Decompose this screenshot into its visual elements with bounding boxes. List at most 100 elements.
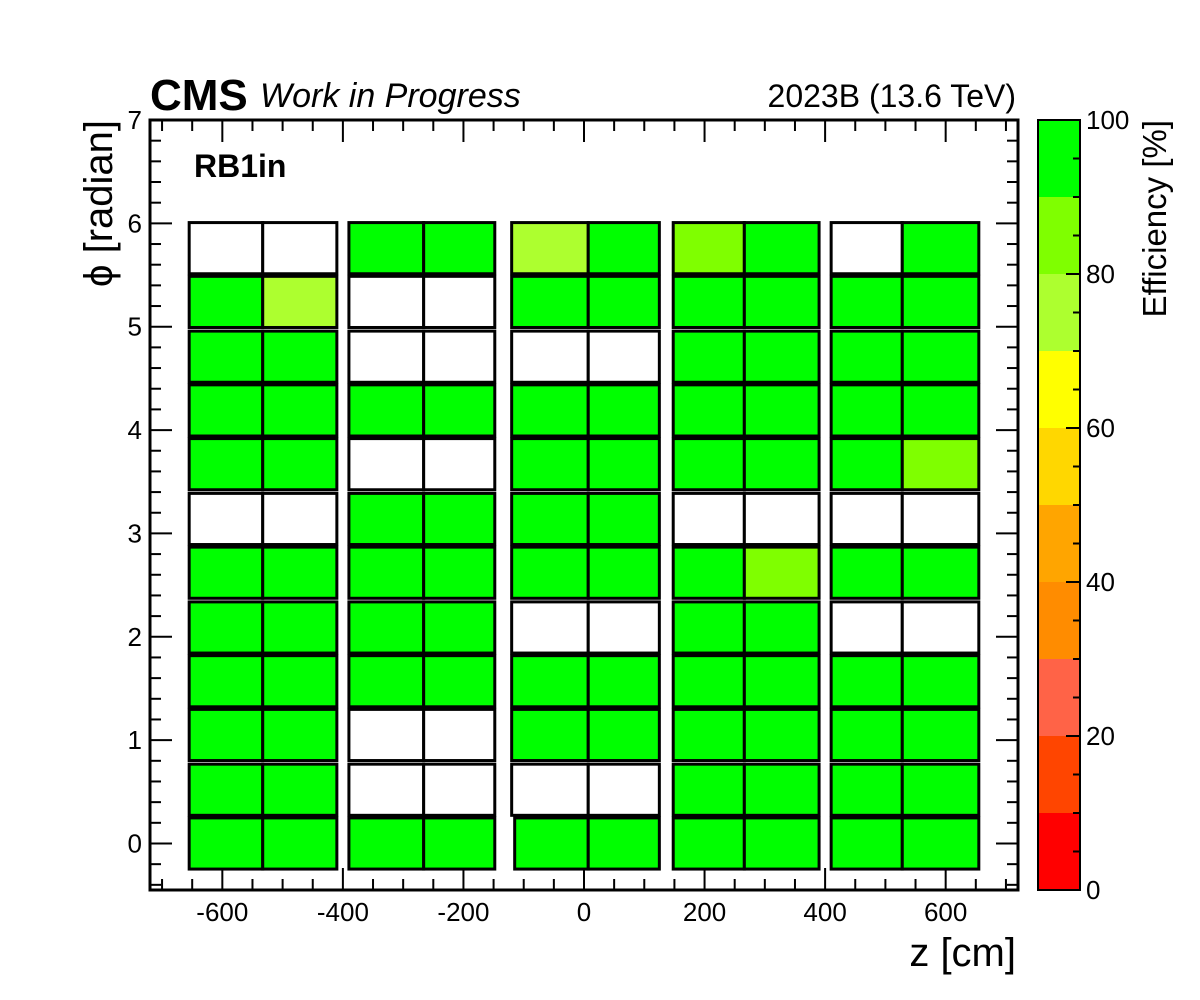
heatmap-cell	[900, 816, 981, 871]
heatmap-cell	[829, 437, 904, 492]
heatmap-cell	[261, 329, 339, 384]
heatmap-cell	[586, 491, 661, 547]
heatmap-cell	[422, 816, 497, 871]
heatmap-cell	[586, 329, 661, 384]
y-tick-label: 0	[128, 828, 142, 858]
heatmap-cell	[422, 762, 497, 817]
heatmap-cell	[586, 383, 661, 438]
heatmap-cell	[900, 491, 981, 547]
heatmap-cell	[586, 437, 661, 492]
z-tick-label: 100	[1086, 105, 1129, 135]
heatmap-cell	[586, 221, 661, 276]
heatmap-cell	[347, 274, 426, 329]
heatmap-cell	[510, 654, 590, 709]
heatmap-cell	[586, 600, 661, 655]
status-label: Work in Progress	[260, 77, 521, 115]
heatmap-cell	[347, 762, 426, 817]
heatmap-cell	[422, 707, 497, 763]
heatmap-cell	[510, 437, 590, 492]
heatmap-cell	[422, 600, 497, 655]
heatmap-cell	[347, 816, 426, 871]
y-tick-label: 7	[128, 105, 142, 135]
y-tick-label: 3	[128, 518, 142, 548]
heatmap-cell	[347, 600, 426, 655]
heatmap-cell	[187, 762, 265, 817]
heatmap-cell	[422, 654, 497, 709]
heatmap-cell	[671, 762, 746, 817]
heatmap-cell	[261, 707, 339, 763]
heatmap-cell	[671, 221, 746, 276]
heatmap-cell	[510, 545, 590, 600]
heatmap-cell	[829, 221, 904, 276]
heatmap-cell	[829, 762, 904, 817]
heatmap-cell	[347, 654, 426, 709]
heatmap-cell	[586, 707, 661, 763]
heatmap-cells	[187, 221, 981, 871]
heatmap-cell	[742, 762, 821, 817]
heatmap-cell	[261, 437, 339, 492]
x-axis-label: z [cm]	[909, 931, 1016, 975]
y-tick-label: 1	[128, 725, 142, 755]
heatmap-cell	[187, 600, 265, 655]
heatmap-cell	[261, 545, 339, 600]
heatmap-cell	[261, 274, 339, 329]
heatmap-cell	[829, 816, 904, 871]
heatmap-cell	[347, 491, 426, 547]
experiment-label: CMS	[150, 71, 248, 120]
heatmap-cell	[900, 600, 981, 655]
z-tick-label: 0	[1086, 875, 1100, 905]
run-info-label: 2023B (13.6 TeV)	[768, 78, 1016, 114]
z-tick-label: 20	[1086, 721, 1115, 751]
heatmap-cell	[586, 762, 661, 817]
heatmap-cell	[586, 654, 661, 709]
x-tick-label: 0	[577, 897, 591, 927]
heatmap-cell	[829, 383, 904, 438]
heatmap-cell	[742, 816, 821, 871]
heatmap-cell	[671, 600, 746, 655]
heatmap-cell	[586, 816, 661, 871]
heatmap-cell	[900, 654, 981, 709]
heatmap-cell	[900, 329, 981, 384]
station-label: RB1in	[194, 148, 286, 184]
x-tick-label: -400	[317, 897, 369, 927]
heatmap-cell	[187, 383, 265, 438]
heatmap-cell	[671, 329, 746, 384]
heatmap-cell	[510, 762, 590, 817]
heatmap-cell	[187, 437, 265, 492]
heatmap-cell	[900, 707, 981, 763]
heatmap-cell	[187, 329, 265, 384]
heatmap-cell	[671, 437, 746, 492]
heatmap-cell	[261, 491, 339, 547]
heatmap-cell	[829, 654, 904, 709]
heatmap-cell	[671, 654, 746, 709]
heatmap-cell	[187, 491, 265, 547]
heatmap-cell	[510, 329, 590, 384]
heatmap-cell	[900, 274, 981, 329]
z-tick-label: 40	[1086, 567, 1115, 597]
heatmap-cell	[742, 329, 821, 384]
heatmap-cell	[187, 545, 265, 600]
heatmap-cell	[510, 383, 590, 438]
heatmap-cell	[742, 600, 821, 655]
heatmap-cell	[422, 329, 497, 384]
heatmap-cell	[742, 274, 821, 329]
y-tick-label: 5	[128, 312, 142, 342]
heatmap-cell	[742, 545, 821, 600]
z-tick-label: 60	[1086, 413, 1115, 443]
y-tick-label: 2	[128, 622, 142, 652]
heatmap-cell	[742, 437, 821, 492]
heatmap-cell	[261, 762, 339, 817]
heatmap-cell	[671, 383, 746, 438]
heatmap-cell	[347, 329, 426, 384]
heatmap-cell	[187, 816, 265, 871]
heatmap-cell	[671, 816, 746, 871]
heatmap-cell	[586, 274, 661, 329]
heatmap-cell	[510, 221, 590, 276]
heatmap-cell	[261, 221, 339, 276]
x-tick-label: 600	[924, 897, 967, 927]
heatmap-cell	[422, 491, 497, 547]
color-scale-bar: 0 20 40 60 80 100	[1037, 105, 1129, 905]
z-tick-label: 80	[1086, 259, 1115, 289]
heatmap-cell	[422, 437, 497, 492]
